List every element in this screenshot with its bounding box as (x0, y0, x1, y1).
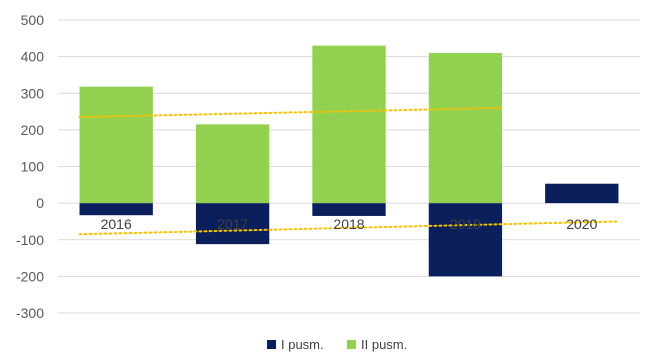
bar-i-pusm--2018 (312, 203, 386, 216)
legend: I pusm. II pusm. (267, 337, 407, 352)
y-tick-label: 500 (21, 12, 45, 28)
y-tick-label: 100 (21, 159, 45, 175)
bar-ii-pusm--2019 (428, 52, 503, 204)
bar-i-pusm--2019 (428, 203, 503, 277)
bar-ii-pusm--2018 (312, 45, 386, 204)
y-tick-label: -100 (16, 232, 44, 248)
bar-i-pusm--2017 (195, 203, 270, 245)
bar-i-pusm--2016 (79, 203, 153, 216)
y-tick-label: -200 (16, 268, 44, 284)
x-tick-label: 2016 (101, 216, 132, 232)
y-axis-ticks: 500 400 300 200 100 0 -100 -200 -300 (16, 12, 44, 321)
bars (79, 45, 619, 277)
y-tick-label: 300 (21, 85, 45, 101)
y-tick-label: 200 (21, 122, 45, 138)
x-tick-label: 2018 (333, 216, 364, 232)
legend-label: II pusm. (361, 337, 407, 352)
legend-swatch (347, 340, 356, 349)
legend-label: I pusm. (281, 337, 324, 352)
y-tick-label: 400 (21, 49, 45, 65)
x-axis-labels: 2016 2017 2018 2019 2020 (101, 216, 598, 232)
x-tick-label: 2019 (450, 216, 481, 232)
legend-swatch (267, 340, 276, 349)
y-tick-label: 0 (36, 195, 44, 211)
trendlines (78, 106, 620, 236)
y-tick-label: -300 (16, 305, 44, 321)
trendline (78, 106, 504, 119)
x-tick-label: 2020 (566, 216, 597, 232)
bar-ii-pusm--2017 (195, 124, 270, 204)
bar-i-pusm--2020 (545, 183, 619, 204)
x-tick-label: 2017 (217, 216, 248, 232)
trendline (78, 220, 620, 236)
bar-ii-pusm--2016 (79, 86, 153, 204)
